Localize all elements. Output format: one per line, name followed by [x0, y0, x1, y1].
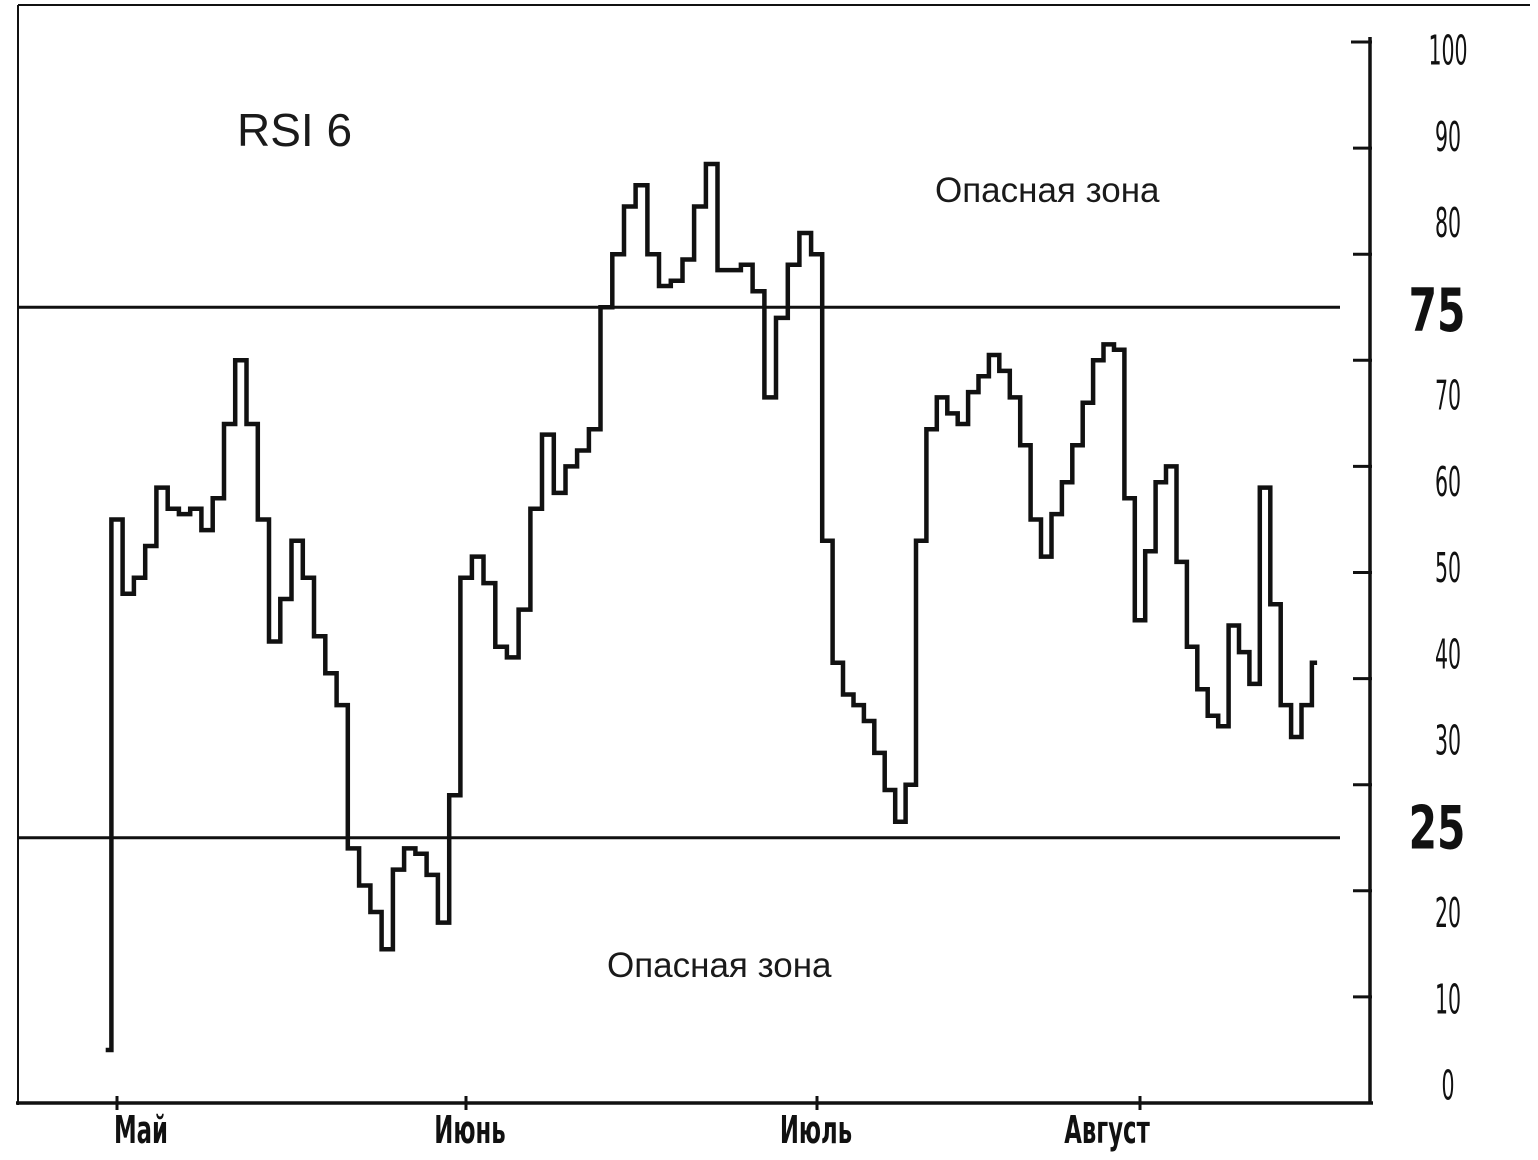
y-tick-label: 60	[1435, 458, 1461, 506]
y-tick-label: 0	[1441, 1062, 1454, 1110]
y-tick-label: 10	[1435, 975, 1461, 1023]
reference-line-label-75: 75	[1409, 276, 1466, 346]
y-tick-label: 40	[1435, 630, 1461, 678]
reference-line-label-25: 25	[1409, 793, 1466, 863]
y-tick-label: 100	[1428, 27, 1467, 75]
x-tick-label: Август	[1064, 1109, 1150, 1153]
chart-marks: 0 10 20 25 30 40 50 60 70 75 80 90 100 Май Июнь Июль Авг…	[18, 27, 1468, 1153]
rsi-series-line	[105, 161, 1318, 1053]
x-tick-label: Июнь	[434, 1109, 505, 1153]
x-tick-label: Июль	[780, 1109, 852, 1153]
x-tick-label: Май	[114, 1109, 168, 1153]
danger-zone-label-lower: Опасная зона	[607, 946, 832, 985]
chart-title: RSI 6	[237, 104, 352, 156]
danger-zone-label-upper: Опасная зона	[935, 171, 1160, 210]
y-tick-label: 30	[1435, 717, 1461, 765]
y-tick-label: 20	[1435, 889, 1461, 937]
y-tick-label: 80	[1435, 199, 1461, 247]
y-tick-label: 90	[1435, 113, 1461, 161]
y-tick-label: 70	[1435, 372, 1461, 420]
y-tick-label: 50	[1435, 544, 1461, 592]
